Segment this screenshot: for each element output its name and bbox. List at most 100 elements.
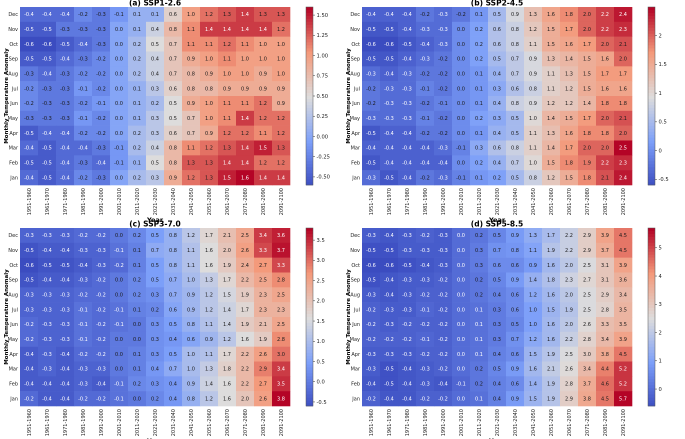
heatmap-cell — [74, 242, 93, 258]
heatmap-cell — [110, 287, 129, 303]
colorbar-tick-label: -0.25 — [317, 154, 330, 160]
cell-value-label: 1.6 — [565, 131, 573, 137]
cell-value-label: -0.3 — [438, 12, 448, 18]
colorbar-segment — [648, 122, 655, 126]
heatmap-cell — [38, 391, 57, 407]
heatmap-cell — [578, 110, 597, 126]
cell-value-label: -0.5 — [384, 57, 394, 63]
cell-value-label: 1.1 — [223, 101, 231, 107]
colorbar-segment — [306, 84, 313, 88]
heatmap-cell — [614, 228, 633, 244]
heatmap-cell — [488, 155, 507, 171]
heatmap-cell — [182, 331, 201, 347]
cell-value-label: -0.1 — [114, 161, 124, 167]
month-tick-label: Oct — [9, 42, 18, 48]
cell-value-label: 0.9 — [187, 307, 195, 313]
heatmap-cell — [614, 272, 633, 288]
heatmap-cell — [56, 331, 75, 347]
heatmap-cell — [38, 317, 57, 333]
cell-value-label: 1.0 — [187, 278, 195, 284]
heatmap-cell — [38, 21, 57, 37]
colorbar-segment — [648, 179, 655, 183]
cell-value-label: 1.0 — [241, 57, 249, 63]
cell-value-label: 3.9 — [601, 233, 609, 239]
cell-value-label: 0.0 — [115, 293, 123, 299]
colorbar-tick-label: 1.25 — [317, 33, 329, 39]
heatmap-cell — [92, 317, 111, 333]
heatmap-cell — [578, 81, 597, 97]
heatmap-cell — [56, 242, 75, 258]
cell-value-label: 1.7 — [565, 27, 573, 33]
cell-value-label: 3.7 — [277, 248, 285, 254]
cell-value-label: 0.3 — [493, 116, 501, 122]
heatmap-cell — [506, 140, 525, 156]
cell-value-label: -0.4 — [24, 12, 34, 18]
colorbar-segment — [306, 251, 313, 255]
cell-value-label: 2.5 — [583, 263, 591, 269]
heatmap-cell — [614, 302, 633, 318]
heatmap-cell — [218, 361, 237, 377]
colorbar-tick-label: 0 — [659, 387, 662, 393]
heatmap-cell — [488, 96, 507, 112]
cell-value-label: 0.2 — [475, 293, 483, 299]
cell-value-label: -0.4 — [384, 131, 394, 137]
colorbar-segment — [306, 382, 313, 386]
heatmap-cell — [434, 228, 453, 244]
cell-value-label: 0.9 — [187, 57, 195, 63]
cell-value-label: 0.6 — [493, 263, 501, 269]
cell-value-label: 2.6 — [565, 367, 573, 373]
heatmap-cell — [254, 287, 273, 303]
cell-value-label: 0.0 — [115, 337, 123, 343]
cell-value-label: -0.4 — [402, 161, 412, 167]
colorbar-segment — [306, 331, 313, 336]
month-tick-label: Feb — [9, 161, 18, 167]
heatmap-cell — [20, 346, 39, 362]
cell-value-label: 3.3 — [601, 322, 609, 328]
cell-value-label: 1.3 — [547, 131, 555, 137]
panel-title: (d) SSP5-8.5 — [471, 220, 523, 229]
cell-value-label: 1.5 — [565, 175, 573, 181]
heatmap-cell — [380, 66, 399, 82]
colorbar-segment — [648, 155, 655, 159]
cell-value-label: 1.1 — [529, 248, 537, 254]
colorbar-tick-label: 0 — [659, 148, 662, 154]
cell-value-label: 0.1 — [475, 12, 483, 18]
decade-tick-label: 2001-2010 — [459, 188, 465, 215]
cell-value-label: -0.4 — [60, 161, 70, 167]
cell-value-label: 0.8 — [187, 322, 195, 328]
y-axis-label: Monthly Temperature Anomaly — [346, 269, 352, 365]
cell-value-label: 2.7 — [259, 382, 267, 388]
cell-value-label: 0.9 — [529, 57, 537, 63]
cell-value-label: -0.4 — [384, 278, 394, 284]
decade-tick-label: 2091-2100 — [621, 188, 627, 215]
colorbar-segment — [648, 355, 655, 359]
month-tick-label: Jan — [9, 396, 18, 402]
heatmap-cell — [56, 21, 75, 37]
colorbar-segment — [648, 107, 655, 112]
colorbar-tick-label: -0.5 — [659, 177, 669, 183]
heatmap-cell — [254, 110, 273, 126]
decade-tick-label: 2081-2090 — [261, 409, 267, 436]
cell-value-label: 0.1 — [475, 396, 483, 402]
colorbar-segment — [306, 116, 313, 121]
colorbar-segment — [306, 27, 313, 32]
cell-value-label: 1.1 — [241, 42, 249, 48]
colorbar-segment — [648, 296, 655, 300]
heatmap-cell — [38, 272, 57, 288]
heatmap-cell — [578, 376, 597, 392]
cell-value-label: 1.1 — [241, 101, 249, 107]
cell-value-label: -0.5 — [24, 161, 34, 167]
heatmap-cell — [596, 287, 615, 303]
cell-value-label: -0.2 — [96, 131, 106, 137]
heatmap-cell — [398, 317, 417, 333]
heatmap-cell — [182, 7, 201, 23]
cell-value-label: -0.4 — [60, 175, 70, 181]
heatmap-cell — [506, 66, 525, 82]
heatmap-cell — [398, 7, 417, 23]
colorbar-segment — [306, 78, 313, 82]
heatmap-cell — [506, 96, 525, 112]
cell-value-label: -0.4 — [60, 396, 70, 402]
cell-value-label: 1.0 — [241, 72, 249, 78]
cell-value-label: 1.2 — [187, 175, 195, 181]
heatmap-cell — [614, 140, 633, 156]
